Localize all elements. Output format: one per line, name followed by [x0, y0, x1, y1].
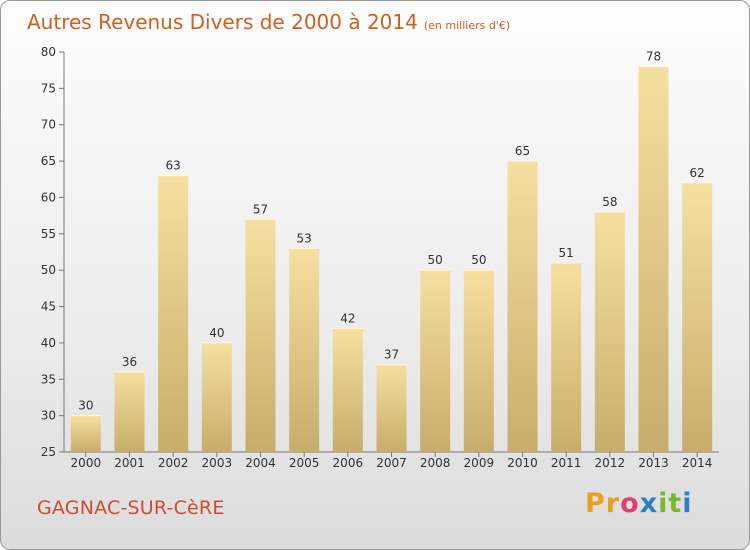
logo-letter: o — [620, 488, 640, 519]
y-tick-label: 70 — [41, 118, 56, 132]
bar-value-label: 51 — [559, 246, 574, 260]
y-tick-label: 40 — [41, 336, 56, 350]
x-tick-label: 2010 — [507, 456, 538, 470]
bar — [551, 262, 582, 452]
proxiti-logo: Proxiti — [585, 488, 693, 519]
bar — [638, 66, 669, 452]
x-tick-label: 2014 — [682, 456, 713, 470]
y-tick-label: 60 — [41, 190, 56, 204]
bar — [463, 270, 494, 452]
logo-letter: P — [585, 488, 606, 519]
bar-value-label: 50 — [471, 253, 486, 267]
chart-bars — [70, 66, 713, 453]
x-tick-label: 2000 — [71, 456, 102, 470]
bar — [682, 182, 713, 452]
bar — [245, 219, 276, 452]
y-tick-label: 80 — [41, 45, 56, 59]
x-tick-label: 2007 — [376, 456, 407, 470]
y-tick-label: 55 — [41, 227, 56, 241]
bar-value-label: 58 — [602, 195, 617, 209]
x-tick-label: 2005 — [289, 456, 320, 470]
logo-letter: t — [668, 488, 683, 519]
logo-letter: r — [605, 488, 621, 519]
logo-letter: i — [658, 488, 669, 519]
bar-value-label: 42 — [340, 311, 355, 325]
y-tick-label: 50 — [41, 263, 56, 277]
bar-value-label: 57 — [253, 202, 268, 216]
bar-value-label: 50 — [428, 253, 443, 267]
x-tick-label: 2001 — [114, 456, 145, 470]
bar — [420, 270, 451, 452]
bar-value-label: 78 — [646, 50, 661, 64]
bar — [332, 328, 363, 452]
bar — [201, 342, 232, 452]
bar-value-label: 65 — [515, 144, 530, 158]
bar-value-label: 30 — [78, 399, 93, 413]
y-tick-label: 35 — [41, 372, 56, 386]
y-tick-label: 75 — [41, 81, 56, 95]
chart-title-text: Autres Revenus Divers de 2000 à 2014 — [27, 10, 418, 34]
x-tick-label: 2008 — [420, 456, 451, 470]
x-tick-label: 2003 — [202, 456, 233, 470]
chart-value-labels: 30 36 63 40 57 53 42 37 50 50 65 51 58 78 62 — [78, 50, 705, 413]
bar — [289, 248, 320, 452]
bar-value-label: 37 — [384, 348, 399, 362]
y-tick-label: 65 — [41, 154, 56, 168]
y-tick-label: 30 — [41, 409, 56, 423]
logo-letter: x — [639, 488, 659, 519]
bar-value-label: 53 — [297, 231, 312, 245]
bar-value-label: 40 — [209, 326, 224, 340]
chart-axes: 25 30 35 40 45 50 55 60 65 70 75 80 2000 2001 2002 2003… — [41, 45, 719, 470]
bar — [507, 161, 538, 452]
x-tick-label: 2002 — [158, 456, 189, 470]
bar — [376, 364, 407, 452]
x-tick-label: 2004 — [245, 456, 276, 470]
chart-title: Autres Revenus Divers de 2000 à 2014 (en … — [27, 10, 510, 34]
chart-subtitle: (en milliers d'€) — [423, 19, 511, 32]
x-tick-label: 2013 — [638, 456, 669, 470]
bar-value-label: 63 — [166, 159, 181, 173]
x-tick-label: 2011 — [551, 456, 582, 470]
logo-letter: i — [682, 488, 693, 519]
bar-value-label: 36 — [122, 355, 137, 369]
x-tick-label: 2006 — [333, 456, 364, 470]
bar — [70, 415, 101, 452]
bar-value-label: 62 — [690, 166, 705, 180]
y-tick-label: 25 — [41, 445, 56, 459]
bar — [114, 372, 145, 452]
bar — [158, 175, 189, 453]
x-tick-label: 2012 — [595, 456, 626, 470]
commune-name: GAGNAC-SUR-CèRE — [37, 497, 225, 519]
bar — [594, 212, 625, 452]
x-tick-label: 2009 — [464, 456, 495, 470]
y-tick-label: 45 — [41, 300, 56, 314]
